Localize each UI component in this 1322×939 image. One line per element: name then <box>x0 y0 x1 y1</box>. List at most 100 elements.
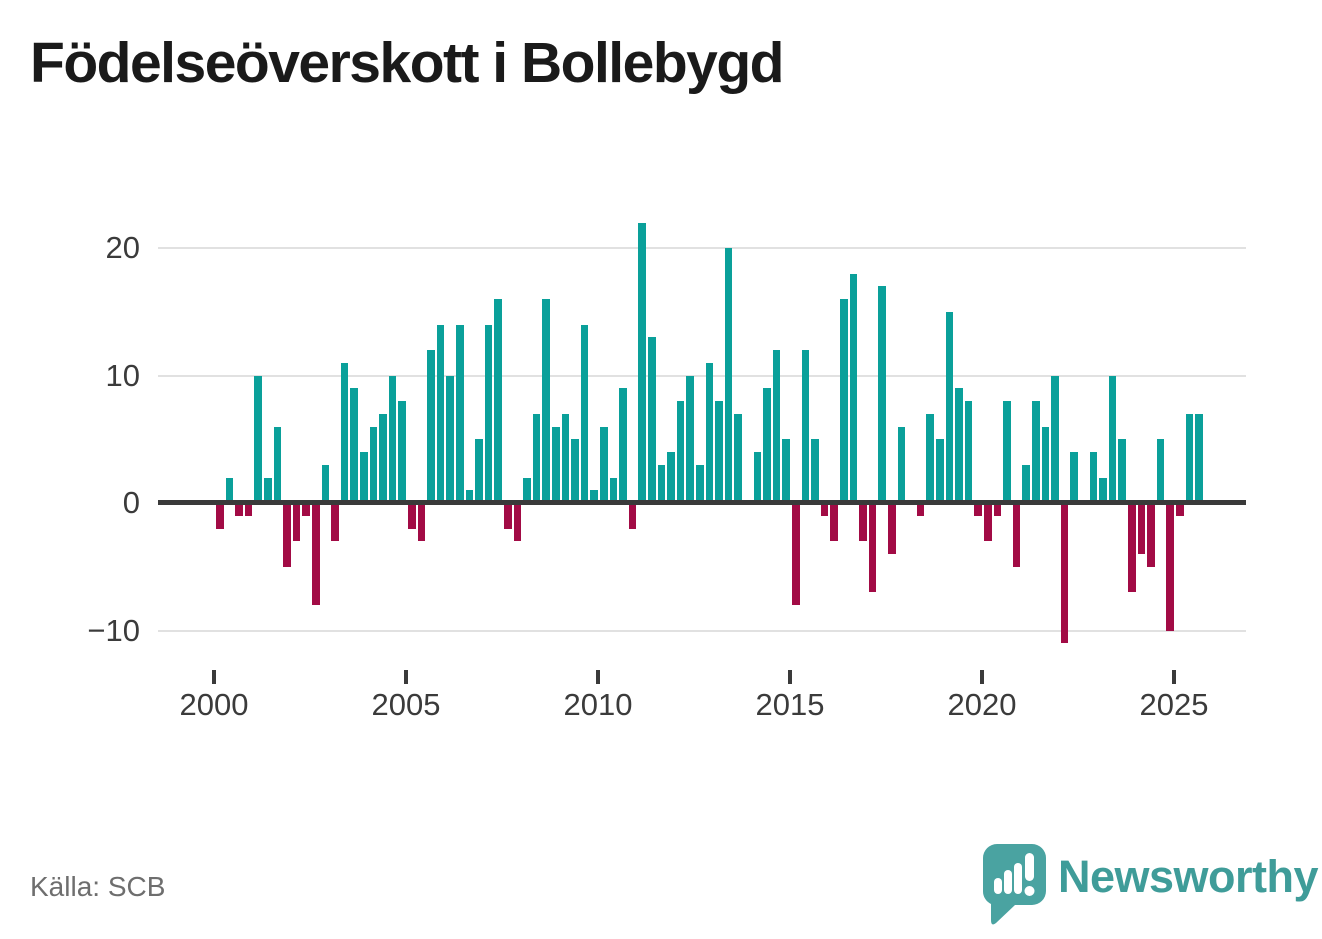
bar <box>849 273 858 503</box>
x-axis-label: 2025 <box>1139 687 1209 722</box>
bar <box>667 452 675 503</box>
bar <box>753 452 762 503</box>
x-axis-tick <box>788 670 792 684</box>
bar <box>436 324 445 503</box>
bar <box>715 401 723 503</box>
bar <box>312 503 320 605</box>
bar <box>1032 401 1040 503</box>
bar <box>254 375 262 503</box>
bar <box>600 426 608 503</box>
bar <box>1099 477 1107 503</box>
bar <box>427 350 435 503</box>
bar <box>897 426 906 503</box>
bar <box>360 452 368 503</box>
newsworthy-wordmark: Newsworthy <box>1058 851 1319 902</box>
bar <box>456 324 464 503</box>
bar <box>484 324 493 503</box>
bar <box>398 401 406 503</box>
bar <box>292 503 301 542</box>
bar <box>772 350 781 503</box>
bar <box>1137 503 1146 554</box>
bar <box>1051 375 1059 503</box>
bar <box>609 477 618 503</box>
source-label: Källa: SCB <box>30 871 166 902</box>
bar <box>1176 503 1184 516</box>
bar <box>705 362 714 503</box>
bar <box>580 324 589 503</box>
bar <box>696 464 704 503</box>
y-axis-label: 10 <box>105 357 140 393</box>
newsworthy-logo: Newsworthy <box>982 843 1319 925</box>
bar <box>571 439 579 503</box>
bar <box>993 503 1002 516</box>
bar <box>235 503 243 516</box>
bar <box>984 503 992 542</box>
x-axis-tick <box>212 670 216 684</box>
bar <box>974 503 982 516</box>
bar <box>840 299 848 503</box>
bar <box>1003 401 1011 503</box>
bar <box>273 426 282 503</box>
y-axis-label: 0 <box>122 485 140 520</box>
bar <box>657 464 666 503</box>
bar <box>936 439 944 503</box>
bar <box>1070 452 1078 503</box>
bar <box>532 413 541 503</box>
x-axis-tick <box>596 670 600 684</box>
bar <box>216 503 224 529</box>
bar <box>734 413 742 503</box>
bar <box>244 503 253 516</box>
bar <box>926 413 934 503</box>
bar <box>945 311 954 503</box>
bar <box>964 401 973 503</box>
y-axis-label: −10 <box>87 612 140 648</box>
bar <box>686 375 694 503</box>
x-axis-label: 2020 <box>947 687 1017 722</box>
bar <box>552 426 560 503</box>
bar <box>792 503 800 605</box>
bar <box>465 490 474 503</box>
gridline-y10 <box>158 374 1246 377</box>
bar <box>350 388 358 503</box>
x-axis-label: 2005 <box>371 687 441 722</box>
bar <box>283 503 291 567</box>
bar <box>590 490 598 503</box>
bar <box>1022 464 1030 503</box>
x-axis-label: 2010 <box>563 687 633 722</box>
bar <box>408 503 416 529</box>
x-axis-tick <box>1172 670 1176 684</box>
bar <box>1041 426 1050 503</box>
bar <box>916 503 925 516</box>
bar <box>504 503 512 529</box>
bar <box>955 388 963 503</box>
x-axis-label: 2000 <box>179 687 249 722</box>
bar <box>724 248 733 503</box>
gridline-y-10 <box>158 629 1246 632</box>
bar <box>763 388 771 503</box>
bar <box>446 375 454 503</box>
bar <box>321 464 330 503</box>
y-axis-label: 20 <box>105 230 140 265</box>
bar <box>619 388 627 503</box>
bar <box>1185 413 1194 503</box>
bar <box>417 503 426 542</box>
bar <box>388 375 397 503</box>
bar <box>379 413 387 503</box>
bar <box>1166 503 1174 631</box>
bar <box>628 503 637 529</box>
bar <box>523 477 531 503</box>
bar <box>638 222 646 503</box>
bar <box>1060 503 1069 644</box>
bar <box>340 362 349 503</box>
bar <box>830 503 838 542</box>
bar <box>1089 452 1098 503</box>
bar <box>369 426 378 503</box>
bar <box>878 286 886 503</box>
bar <box>1156 439 1165 503</box>
bar <box>1128 503 1136 593</box>
gridline-y20 <box>158 247 1246 249</box>
bar <box>648 337 656 503</box>
bar <box>1012 503 1021 567</box>
